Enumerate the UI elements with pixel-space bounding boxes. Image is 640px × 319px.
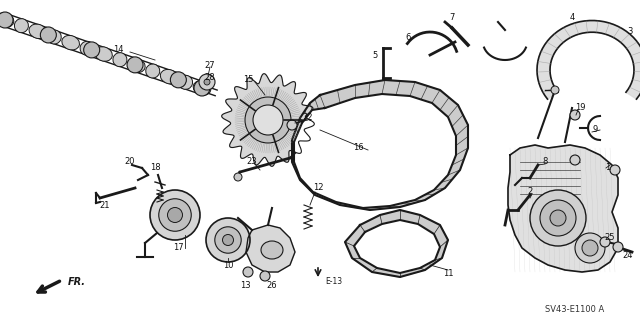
- Text: E-13: E-13: [325, 278, 342, 286]
- Text: 26: 26: [267, 280, 277, 290]
- Circle shape: [84, 42, 100, 58]
- Text: 5: 5: [372, 50, 378, 60]
- Text: 16: 16: [353, 144, 364, 152]
- Text: 15: 15: [243, 76, 253, 85]
- Circle shape: [550, 210, 566, 226]
- Ellipse shape: [193, 81, 211, 95]
- Circle shape: [570, 155, 580, 165]
- Polygon shape: [294, 94, 456, 208]
- Polygon shape: [246, 225, 295, 272]
- Circle shape: [245, 97, 291, 143]
- Polygon shape: [508, 145, 618, 272]
- Ellipse shape: [179, 75, 193, 89]
- Text: 3: 3: [627, 27, 633, 36]
- Circle shape: [215, 227, 241, 253]
- Text: 10: 10: [223, 261, 233, 270]
- Circle shape: [610, 165, 620, 175]
- Circle shape: [570, 110, 580, 120]
- Polygon shape: [292, 80, 468, 210]
- Ellipse shape: [15, 19, 28, 33]
- Ellipse shape: [0, 13, 14, 27]
- Circle shape: [287, 120, 297, 130]
- Text: 8: 8: [542, 158, 548, 167]
- Circle shape: [199, 74, 215, 90]
- Circle shape: [127, 57, 143, 73]
- Circle shape: [223, 234, 234, 246]
- Ellipse shape: [261, 241, 283, 259]
- Circle shape: [194, 80, 210, 96]
- Circle shape: [530, 190, 586, 246]
- Circle shape: [40, 27, 56, 43]
- Circle shape: [150, 190, 200, 240]
- Polygon shape: [345, 210, 448, 277]
- Ellipse shape: [146, 64, 160, 78]
- Text: 25: 25: [605, 234, 615, 242]
- Circle shape: [234, 173, 242, 181]
- Ellipse shape: [113, 53, 127, 67]
- Polygon shape: [537, 20, 640, 99]
- Circle shape: [159, 199, 191, 231]
- Polygon shape: [221, 74, 314, 166]
- Ellipse shape: [80, 41, 94, 55]
- Text: 20: 20: [125, 158, 135, 167]
- Ellipse shape: [47, 30, 61, 44]
- Text: 2: 2: [527, 188, 532, 197]
- Text: 1: 1: [605, 164, 611, 173]
- Text: 6: 6: [405, 33, 411, 42]
- Circle shape: [575, 233, 605, 263]
- Ellipse shape: [127, 58, 145, 73]
- Text: 11: 11: [443, 269, 453, 278]
- Text: 9: 9: [593, 125, 598, 135]
- Circle shape: [540, 200, 576, 236]
- Text: 19: 19: [575, 103, 585, 113]
- Ellipse shape: [95, 47, 112, 61]
- Text: 18: 18: [150, 164, 160, 173]
- Text: 23: 23: [246, 158, 257, 167]
- Circle shape: [243, 267, 253, 277]
- Ellipse shape: [161, 70, 178, 84]
- Text: 24: 24: [623, 250, 633, 259]
- Text: 4: 4: [570, 13, 575, 23]
- Circle shape: [260, 271, 270, 281]
- Text: 7: 7: [449, 13, 454, 23]
- Text: 17: 17: [173, 243, 183, 253]
- Text: 13: 13: [240, 280, 250, 290]
- Text: 22: 22: [303, 114, 313, 122]
- Text: 14: 14: [113, 46, 124, 55]
- Circle shape: [551, 86, 559, 94]
- Circle shape: [204, 79, 210, 85]
- Circle shape: [582, 240, 598, 256]
- Circle shape: [0, 12, 13, 28]
- Text: 27: 27: [205, 61, 215, 70]
- Text: 12: 12: [313, 183, 323, 192]
- Circle shape: [613, 242, 623, 252]
- Ellipse shape: [29, 24, 47, 39]
- Text: SV43-E1100 A: SV43-E1100 A: [545, 306, 605, 315]
- Circle shape: [206, 218, 250, 262]
- Text: FR.: FR.: [68, 277, 86, 287]
- Text: 28: 28: [205, 73, 215, 83]
- Circle shape: [170, 72, 186, 88]
- Circle shape: [600, 237, 610, 247]
- Circle shape: [168, 207, 182, 222]
- Text: 21: 21: [100, 201, 110, 210]
- Ellipse shape: [62, 35, 79, 50]
- Circle shape: [253, 105, 283, 135]
- Polygon shape: [354, 220, 440, 273]
